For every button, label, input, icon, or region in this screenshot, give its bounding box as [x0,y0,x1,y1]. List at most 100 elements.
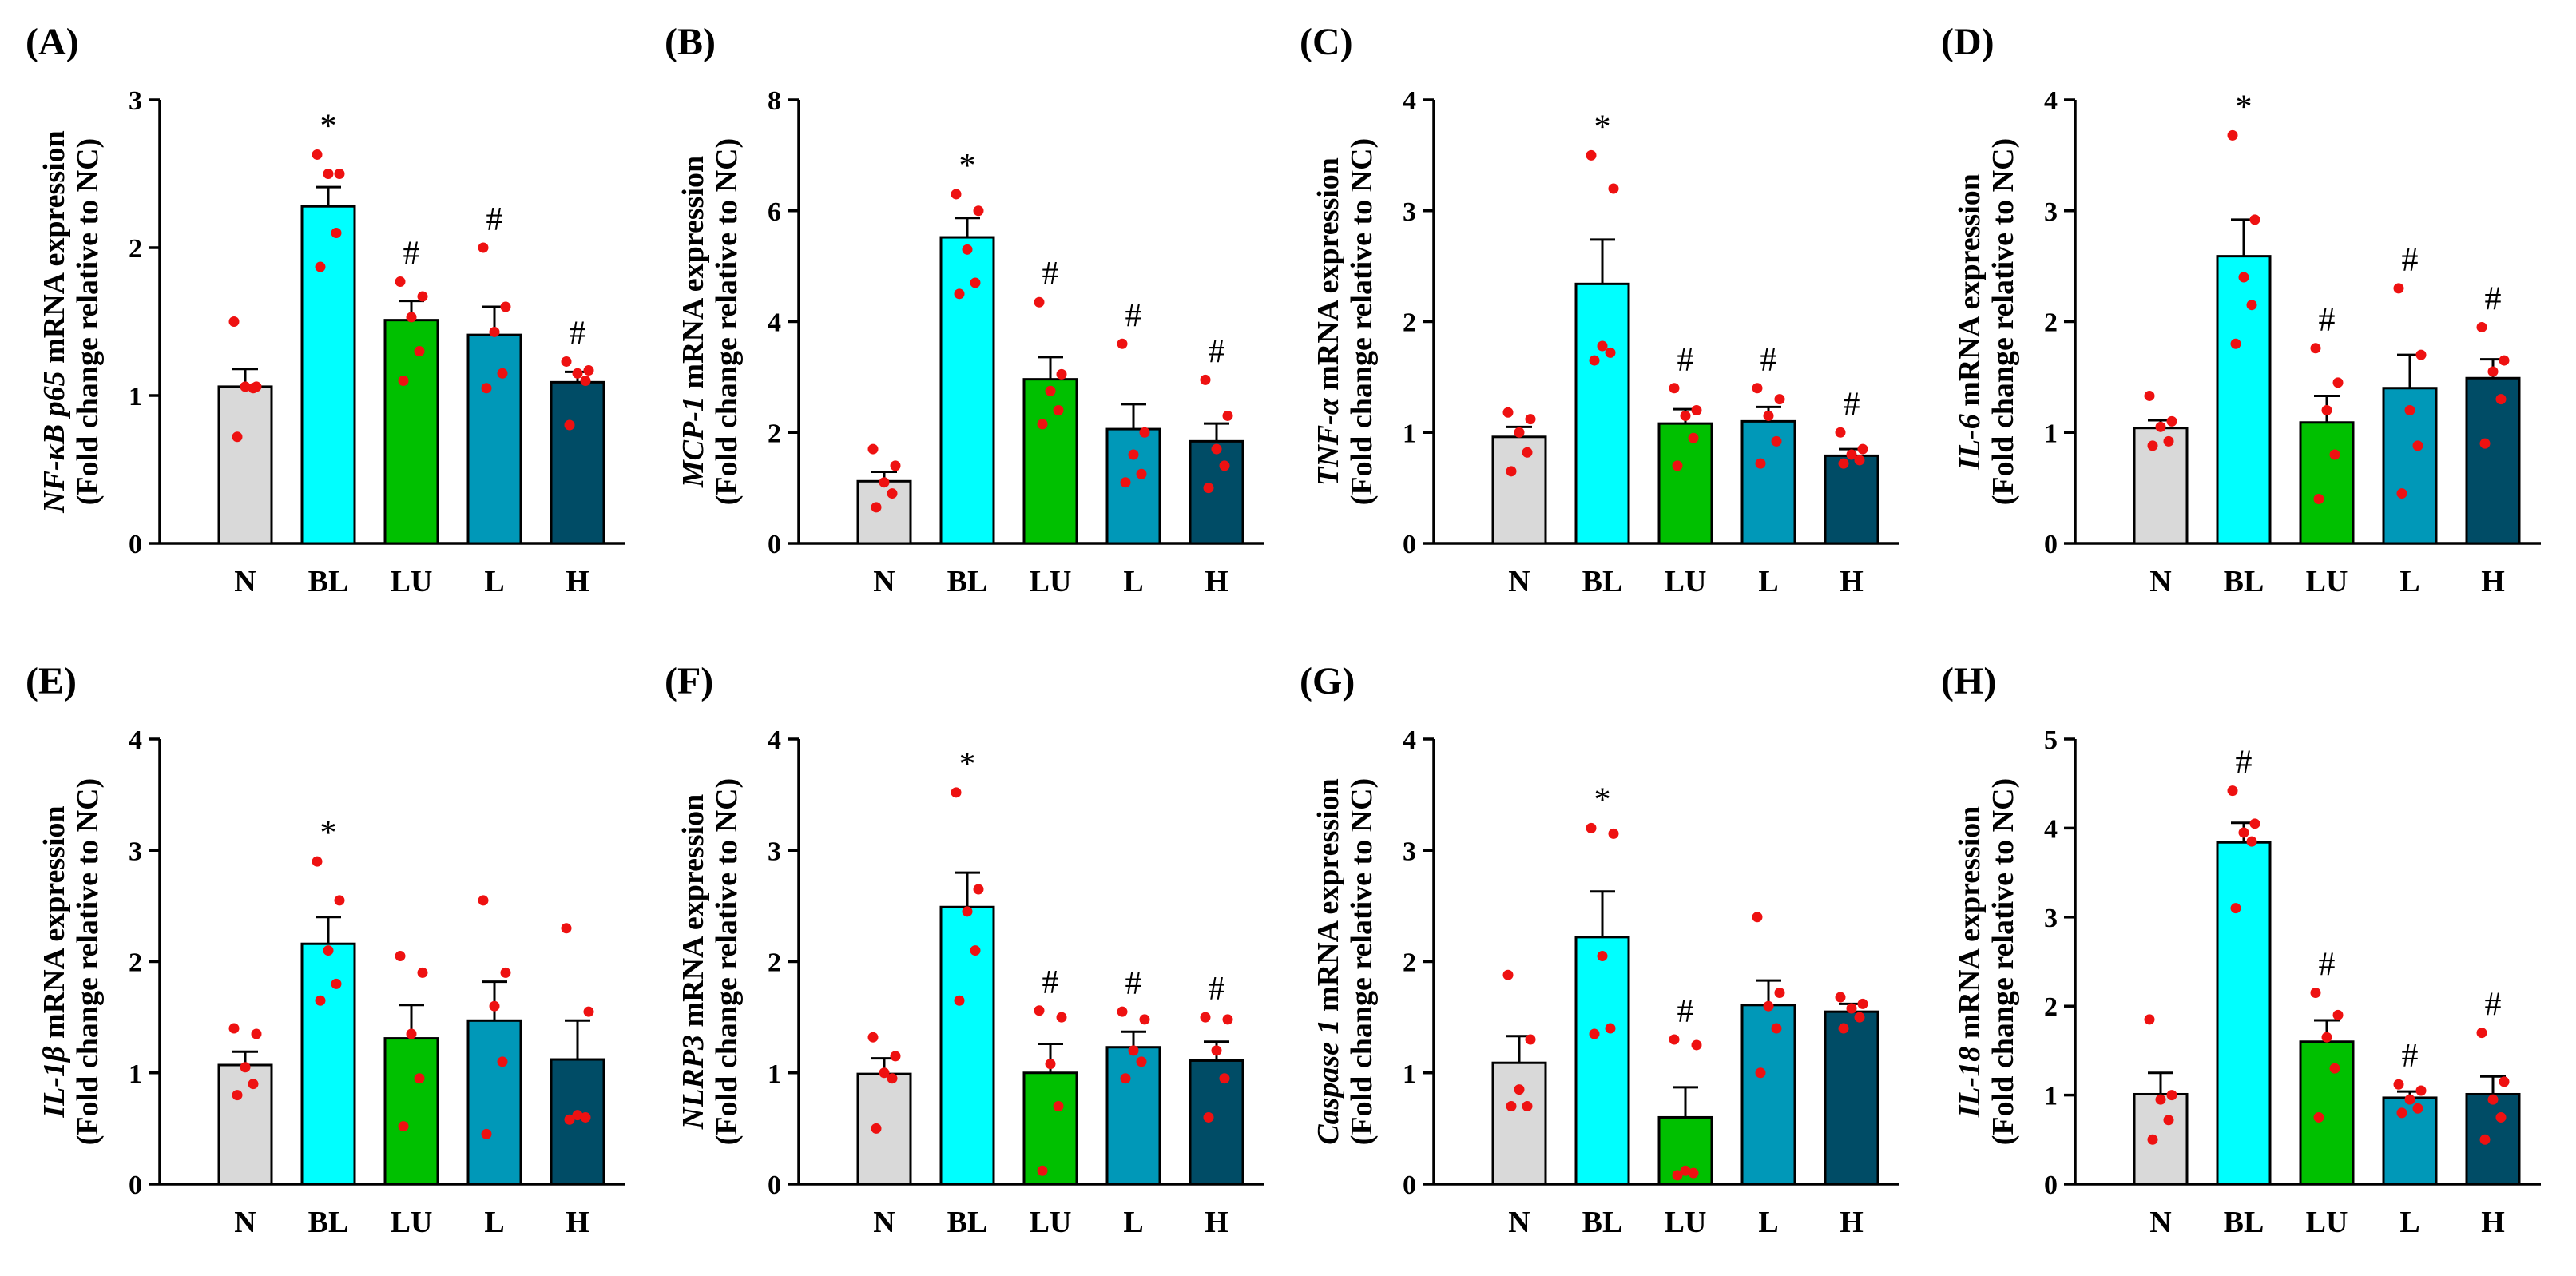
y-tick-label: 3 [2044,904,2058,933]
data-point [1053,1101,1064,1112]
data-point [879,477,890,488]
data-point [1222,1014,1233,1025]
y-tick-label: 3 [768,837,781,866]
x-tick-label: H [2481,565,2505,598]
data-point [1857,443,1868,455]
data-point [323,945,334,956]
y-tick-label: 3 [129,86,142,116]
data-point [1502,969,1514,980]
data-point [561,923,572,934]
x-tick-label: L [1758,565,1778,598]
y-axis-title-rest: mRNA expression [1312,778,1345,1019]
x-tick-label: LU [2306,1206,2348,1239]
y-tick-label: 2 [129,948,142,978]
significance-mark: # [2402,242,2419,279]
y-axis-title: TNF-α mRNA expression [1312,157,1345,486]
y-axis-title: Caspase 1 mRNA expression [1312,778,1345,1145]
data-point [2412,440,2423,451]
data-point [2412,1103,2423,1114]
y-axis-title-rest: mRNA expression [1953,806,1987,1047]
y-axis-subtitle: (Fold change relative to NC) [1345,778,1379,1145]
panel-h: (H) IL-18 mRNA expression (Fold change rel… [1941,660,2541,1239]
data-point [1835,427,1846,438]
bar-bl [300,942,356,1186]
data-point [1835,992,1846,1003]
data-point [497,1056,508,1067]
x-tick-label: H [566,565,589,598]
bar-lu [383,1037,439,1186]
bar-bl [2216,255,2272,545]
bar-n [2133,427,2189,545]
data-point [228,316,240,327]
data-point [1597,951,1608,962]
data-point [2396,1107,2407,1119]
x-tick-label: N [873,565,895,598]
bar-lu [1657,422,1713,545]
x-tick-label: H [2481,1206,2505,1239]
y-axis-title-rest: mRNA expression [38,805,71,1046]
data-point [1838,1023,1849,1034]
y-tick-label: 2 [1403,308,1416,338]
data-point [890,460,901,471]
y-tick-label: 0 [129,1171,142,1200]
data-point [954,995,965,1006]
significance-mark: # [2485,987,2502,1024]
x-tick-label: H [1205,1206,1228,1239]
y-tick-label: 1 [1403,419,1416,448]
data-point [564,1114,575,1125]
y-axis-title-gene: TNF-α [1312,397,1345,486]
x-tick-label: BL [308,1206,349,1239]
data-point [478,242,489,253]
data-point [1502,407,1514,418]
x-tick-label: BL [2224,565,2264,598]
data-point [2310,987,2321,998]
significance-mark: # [1125,965,1142,1002]
data-point [1597,340,1608,352]
bar-l [2382,1096,2438,1186]
y-axis-title-gene: IL-6 [1953,414,1987,471]
data-point [395,276,406,288]
data-point [887,488,898,499]
data-point [489,1000,500,1012]
y-tick-label: 0 [129,530,142,559]
data-point [1854,1012,1865,1023]
panel-label: (D) [1941,21,1995,63]
data-point [1525,414,1536,425]
y-tick-label: 1 [2044,1082,2058,1111]
y-axis-title-gene: NLRP3 [677,1035,710,1130]
y-tick-label: 1 [129,1059,142,1089]
data-point [1846,1003,1857,1014]
bar-n [856,479,912,545]
data-point [2313,1111,2324,1123]
data-point [2163,1115,2174,1126]
x-tick-label: N [1508,1206,1530,1239]
data-point [2404,405,2415,415]
y-axis-title-gene: NF-κB p65 [38,371,71,513]
bar-n [1491,1061,1547,1186]
data-point [2249,818,2260,829]
data-point [414,346,425,356]
data-point [2147,1134,2158,1145]
y-tick-label: 8 [768,86,781,116]
significance-mark: # [403,236,420,272]
data-point [334,169,345,179]
data-point [331,978,342,989]
data-point [240,381,251,392]
data-point [2166,1090,2177,1101]
x-tick-label: N [234,565,256,598]
data-point [1608,183,1619,194]
data-point [1203,1111,1214,1123]
x-tick-label: L [484,565,504,598]
significance-mark: # [1125,297,1142,334]
y-axis-subtitle: (Fold change relative to NC) [1987,778,2020,1145]
significance-mark: # [2402,1038,2419,1075]
y-axis-title-gene: IL-18 [1953,1047,1987,1119]
data-point [2321,405,2332,415]
data-point [2227,785,2238,797]
data-point [1200,1012,1211,1023]
data-point [1752,912,1763,923]
data-point [398,376,409,386]
data-point [973,205,984,217]
bar-bl [939,905,995,1186]
